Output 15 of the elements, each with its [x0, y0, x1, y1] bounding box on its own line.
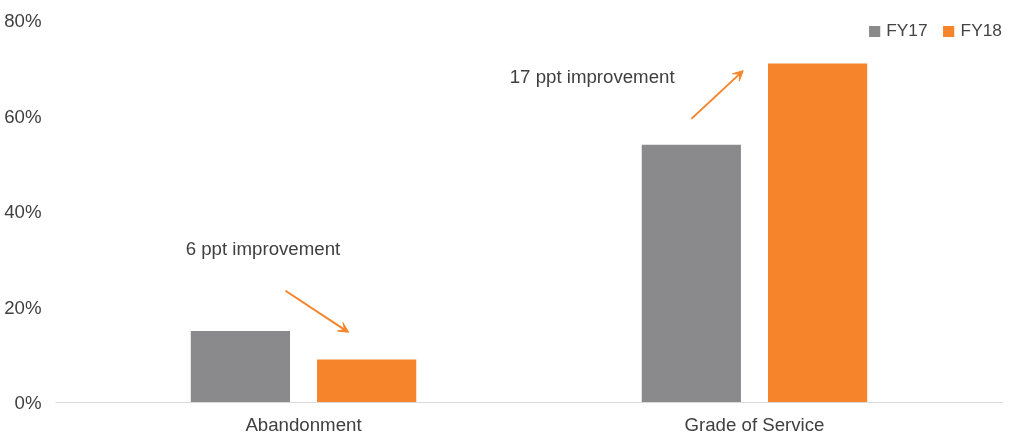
bar	[317, 359, 417, 403]
legend-label: FY17	[886, 20, 928, 41]
bar	[190, 330, 290, 403]
annotation: 6 ppt improvement	[185, 238, 342, 260]
y-tick-label: 60%	[4, 105, 42, 127]
annotation: 17 ppt improvement	[509, 66, 676, 88]
y-tick-label: 40%	[4, 201, 42, 222]
legend-label: FY18	[960, 20, 1002, 41]
x-tick-label: Abandonment	[245, 413, 363, 435]
bar	[768, 63, 868, 403]
x-tick-label: Grade of Service	[684, 413, 825, 435]
y-tick-label: 0%	[14, 392, 42, 413]
bar	[641, 144, 741, 403]
y-tick-label: 20%	[4, 296, 42, 318]
y-tick-label: 80%	[4, 10, 42, 31]
